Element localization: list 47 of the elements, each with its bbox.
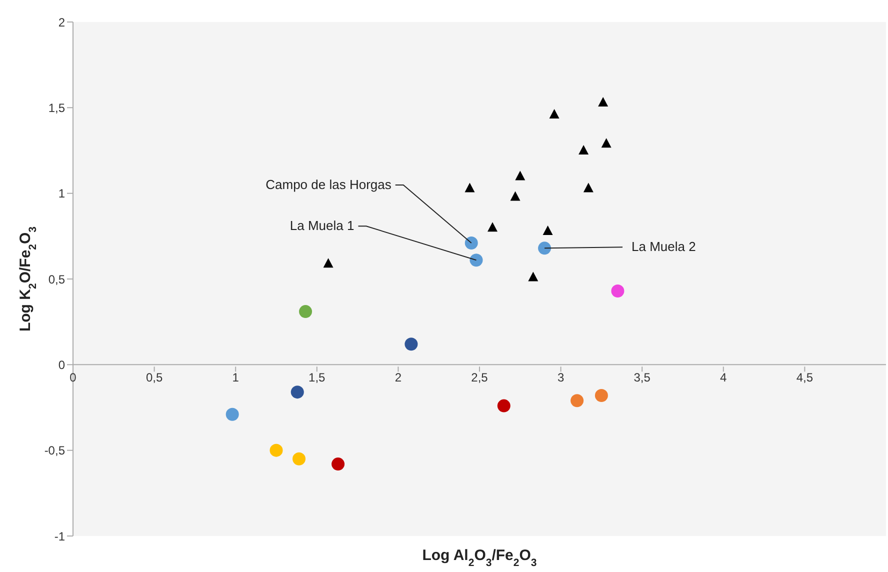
point: [594, 389, 608, 402]
point: [332, 458, 345, 471]
x-tick-label: 4: [720, 370, 728, 385]
point: [601, 138, 612, 148]
x-tick-label: 2: [394, 370, 402, 385]
point: [549, 109, 560, 119]
point: [497, 399, 510, 412]
point: [570, 394, 584, 408]
annotation: Campo de las Horgas: [266, 177, 392, 192]
point: [488, 222, 498, 232]
point: [528, 272, 538, 282]
point: [404, 338, 418, 351]
point: [290, 386, 304, 399]
x-tick-label: 3: [557, 370, 564, 385]
point: [292, 452, 306, 466]
point: [510, 191, 520, 201]
y-tick-label: 1: [58, 186, 66, 201]
point: [299, 305, 312, 318]
point: [578, 145, 589, 154]
x-tick-label: 1: [232, 370, 240, 385]
y-tick-label: -0,5: [44, 444, 66, 458]
point: [598, 97, 608, 107]
point: [583, 182, 594, 192]
x-tick-label: 2,5: [471, 370, 488, 385]
y-tick-label: 1,5: [48, 100, 66, 115]
x-tick-label: 0,5: [146, 370, 163, 385]
y-tick-label: 0: [58, 358, 66, 372]
annotation: La Muela 2: [632, 239, 696, 254]
x-axis-title: Log Al$_{2}$O$_{3}$/Fe$_{2}$O$_{3}$: [422, 547, 537, 569]
point: [464, 236, 478, 250]
x-tick-label: 4,5: [796, 370, 814, 385]
x-tick-label: 3,5: [634, 370, 651, 385]
point: [270, 444, 283, 457]
point: [542, 226, 553, 236]
y-tick-label: 0,5: [48, 272, 66, 286]
point: [464, 182, 475, 192]
point: [470, 254, 483, 267]
point: [611, 284, 624, 298]
point: [226, 408, 239, 421]
x-tick-label: 0: [70, 370, 77, 385]
point: [515, 170, 526, 180]
annotation: La Muela 1: [290, 218, 354, 234]
y-tick-label: 2: [58, 15, 66, 30]
x-tick-label: 1,5: [308, 370, 326, 385]
point: [323, 258, 334, 268]
point: [538, 242, 552, 255]
y-tick-label: -1: [54, 529, 66, 544]
